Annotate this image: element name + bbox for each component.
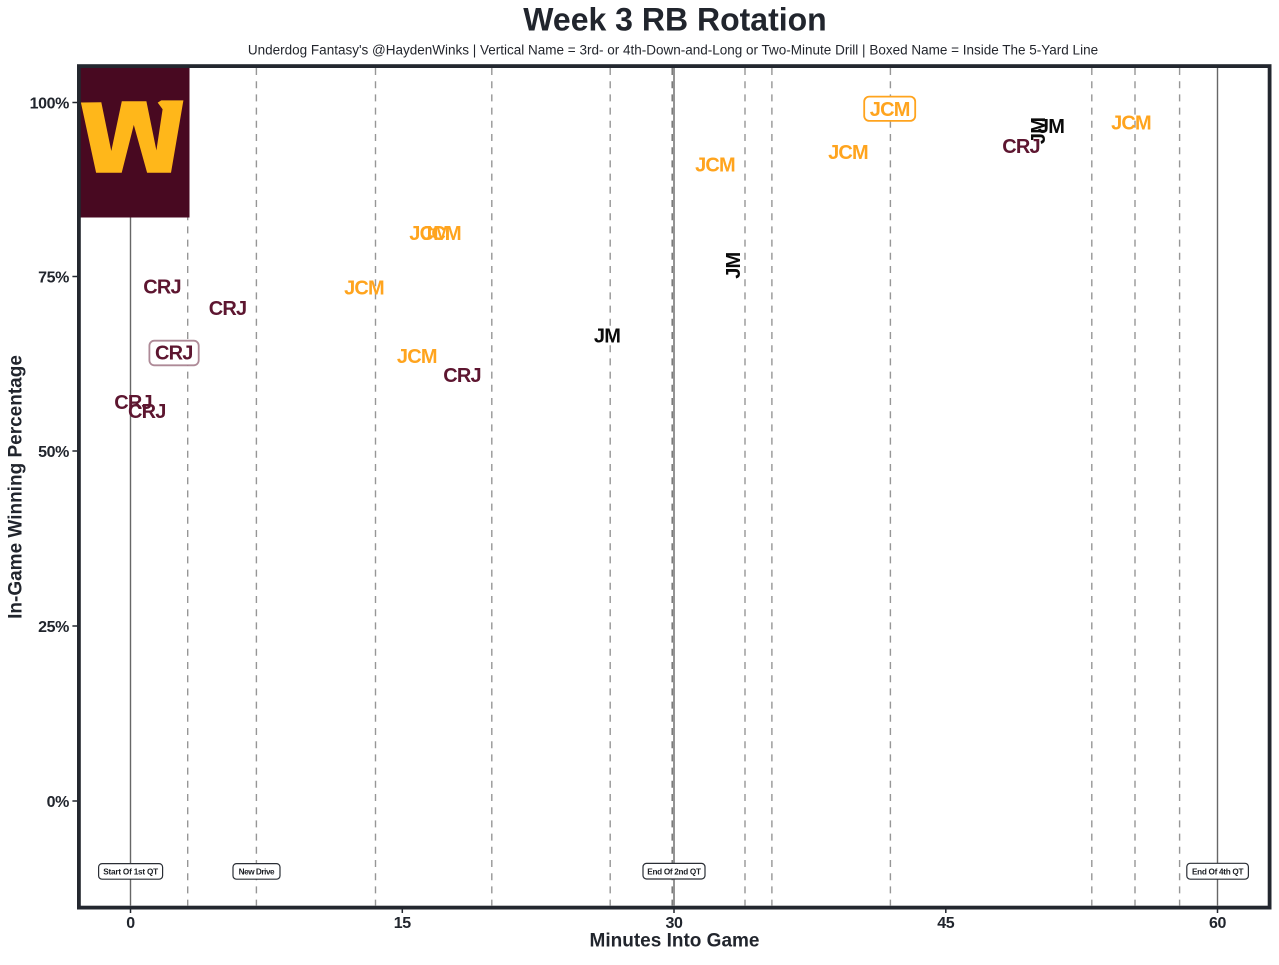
svg-text:15: 15	[394, 915, 411, 932]
svg-text:CRJ: CRJ	[209, 298, 247, 320]
svg-text:JM: JM	[1038, 116, 1064, 138]
svg-text:Week 3 RB Rotation: Week 3 RB Rotation	[523, 2, 826, 38]
svg-text:JCM: JCM	[695, 155, 735, 177]
svg-text:CRJ: CRJ	[143, 277, 181, 299]
svg-text:JM: JM	[1028, 118, 1050, 144]
svg-text:JCM: JCM	[1111, 113, 1151, 135]
svg-text:100%: 100%	[30, 96, 69, 113]
svg-text:End Of 4th QT: End Of 4th QT	[1192, 867, 1243, 876]
svg-text:JCM: JCM	[421, 223, 461, 245]
svg-text:JCM: JCM	[397, 346, 437, 368]
svg-text:JM: JM	[723, 252, 745, 278]
svg-text:New Drive: New Drive	[239, 868, 275, 877]
svg-text:30: 30	[666, 915, 683, 932]
svg-text:JCM: JCM	[870, 99, 910, 121]
svg-text:Start Of 1st QT: Start Of 1st QT	[103, 868, 158, 877]
svg-text:JCM: JCM	[409, 223, 449, 245]
svg-text:Minutes Into Game: Minutes Into Game	[590, 931, 760, 952]
svg-text:JCM: JCM	[828, 142, 868, 164]
svg-text:JCM: JCM	[344, 278, 384, 300]
svg-text:75%: 75%	[38, 270, 69, 287]
svg-text:0%: 0%	[47, 794, 69, 811]
svg-text:50%: 50%	[38, 444, 69, 461]
svg-text:In-Game Winning Percentage: In-Game Winning Percentage	[6, 355, 27, 619]
svg-text:25%: 25%	[38, 619, 69, 636]
svg-text:CRJ: CRJ	[443, 365, 481, 387]
svg-text:CRJ: CRJ	[1002, 136, 1040, 158]
svg-text:60: 60	[1209, 915, 1226, 932]
svg-text:CRJ: CRJ	[114, 392, 152, 414]
svg-text:JM: JM	[594, 326, 620, 348]
svg-text:45: 45	[937, 915, 954, 932]
svg-text:0: 0	[126, 915, 135, 932]
svg-text:CRJ: CRJ	[155, 343, 193, 365]
svg-text:End Of 2nd QT: End Of 2nd QT	[647, 867, 701, 876]
svg-text:Underdog Fantasy's @HaydenWink: Underdog Fantasy's @HaydenWinks | Vertic…	[248, 43, 1098, 58]
svg-text:CRJ: CRJ	[128, 401, 166, 423]
